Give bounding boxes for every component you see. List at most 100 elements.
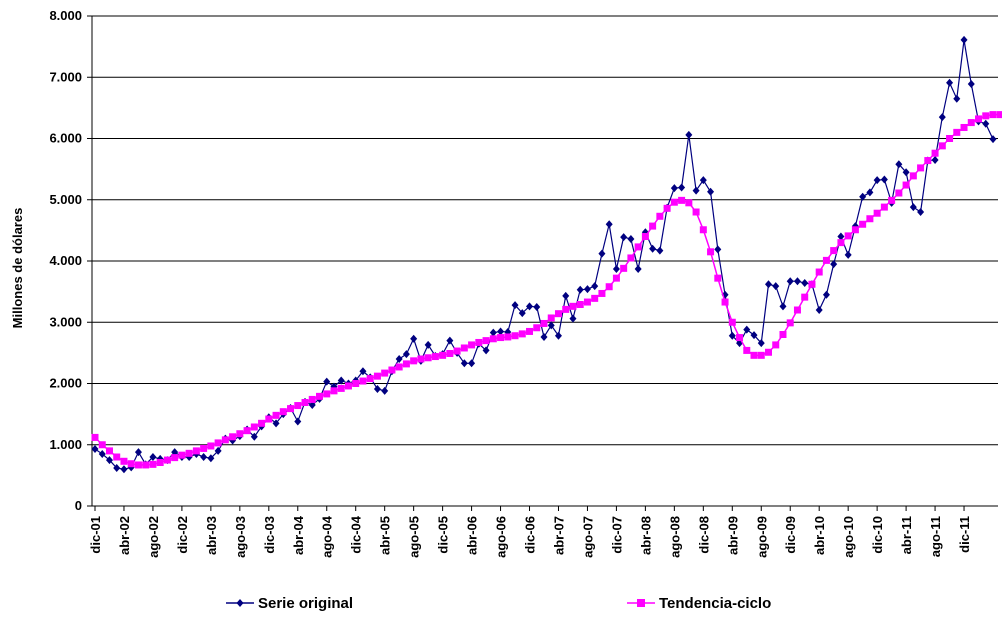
data-point: [468, 341, 475, 348]
data-point: [577, 286, 584, 294]
data-point: [808, 281, 815, 288]
legend-label: Tendencia-ciclo: [659, 595, 771, 612]
data-point: [751, 352, 758, 359]
data-point: [953, 95, 960, 103]
data-point: [446, 337, 453, 345]
x-tick-label: abr-03: [204, 516, 219, 555]
x-tick-label: ago-10: [841, 516, 856, 558]
data-point: [881, 204, 888, 211]
data-point: [425, 354, 432, 361]
data-point: [707, 248, 714, 255]
data-point: [251, 423, 258, 430]
y-tick-label: 2.000: [49, 376, 82, 391]
data-point: [294, 417, 301, 425]
data-point: [700, 226, 707, 233]
data-point: [193, 447, 200, 454]
data-point: [186, 450, 193, 457]
data-point: [461, 344, 468, 351]
data-point: [106, 447, 113, 454]
data-point: [613, 265, 620, 273]
data-point: [787, 319, 794, 326]
data-point: [164, 457, 171, 464]
data-point: [874, 210, 881, 217]
data-point: [454, 348, 461, 355]
data-point: [92, 445, 99, 453]
data-point: [403, 360, 410, 367]
data-point: [446, 350, 453, 357]
data-point: [562, 292, 569, 300]
data-point: [258, 420, 265, 427]
x-tick-label: abr-08: [638, 516, 653, 555]
data-point: [417, 356, 424, 363]
data-point: [396, 355, 403, 363]
data-point: [244, 427, 251, 434]
data-point: [533, 303, 540, 311]
data-point: [215, 439, 222, 446]
y-tick-label: 5.000: [49, 192, 82, 207]
data-point: [787, 277, 794, 285]
data-point: [794, 307, 801, 314]
data-point: [273, 412, 280, 419]
series-serie-original: [92, 36, 997, 473]
data-point: [910, 203, 917, 211]
data-point: [265, 416, 272, 423]
legend-marker: [637, 599, 645, 607]
data-point: [881, 176, 888, 184]
data-point: [649, 245, 656, 253]
data-point: [128, 460, 135, 467]
data-point: [157, 459, 164, 466]
data-point: [403, 350, 410, 358]
data-point: [990, 135, 997, 143]
data-point: [468, 359, 475, 367]
data-point: [866, 215, 873, 222]
data-point: [888, 197, 895, 204]
data-point: [113, 454, 120, 461]
x-tick-label: dic-09: [783, 516, 798, 554]
data-point: [135, 461, 142, 468]
data-point: [953, 129, 960, 136]
data-point: [236, 430, 243, 437]
data-point: [903, 182, 910, 189]
data-point: [584, 285, 591, 293]
data-point: [200, 445, 207, 452]
data-point: [316, 393, 323, 400]
data-point: [374, 373, 381, 380]
data-point: [656, 213, 663, 220]
x-tick-label: dic-04: [349, 515, 364, 553]
data-point: [678, 197, 685, 204]
data-point: [548, 314, 555, 321]
data-point: [490, 335, 497, 342]
data-point: [627, 254, 634, 261]
x-tick-label: abr-04: [291, 515, 306, 555]
data-point: [345, 382, 352, 389]
data-point: [910, 172, 917, 179]
data-point: [330, 387, 337, 394]
data-point: [410, 335, 417, 343]
data-point: [439, 352, 446, 359]
data-point: [338, 385, 345, 392]
x-tick-label: ago-03: [233, 516, 248, 558]
grid-lines: [92, 16, 998, 445]
data-point: [475, 339, 482, 346]
data-point: [555, 310, 562, 317]
data-point: [932, 150, 939, 157]
data-point: [92, 434, 99, 441]
x-tick-label: dic-02: [175, 516, 190, 554]
data-point: [772, 341, 779, 348]
data-point: [396, 363, 403, 370]
legend-marker: [237, 599, 244, 607]
data-point: [997, 111, 1002, 118]
x-tick-label: abr-02: [117, 516, 132, 555]
data-point: [845, 232, 852, 239]
data-point: [982, 120, 989, 128]
data-point: [352, 380, 359, 387]
data-point: [932, 156, 939, 164]
data-point: [852, 226, 859, 233]
data-point: [606, 283, 613, 290]
data-point: [830, 247, 837, 254]
x-tick-label: ago-11: [928, 516, 943, 557]
data-point: [990, 111, 997, 118]
data-point: [685, 131, 692, 139]
